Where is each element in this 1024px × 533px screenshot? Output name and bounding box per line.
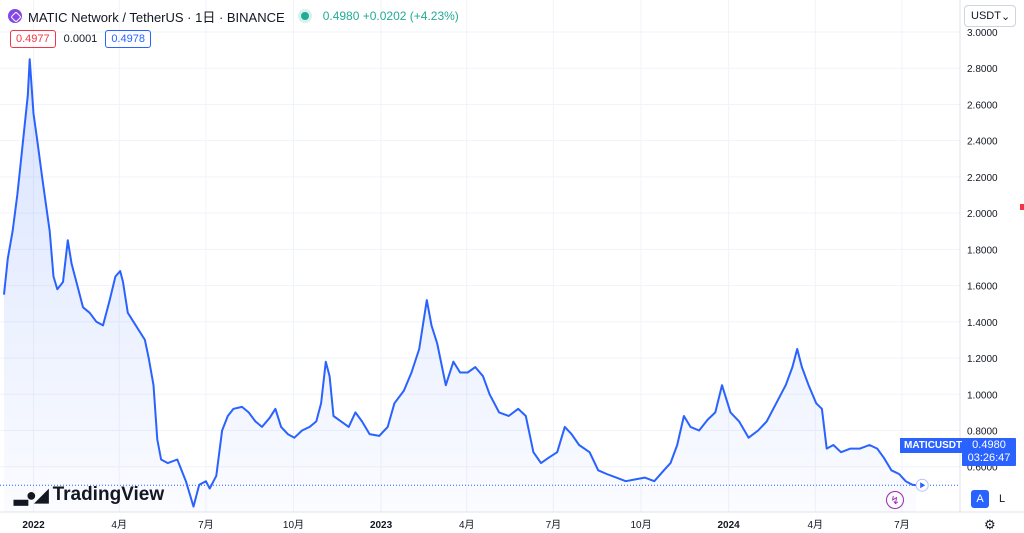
tradingview-logo[interactable]: ▂●◢ TradingView	[14, 484, 164, 506]
matic-coin-icon	[8, 9, 22, 23]
x-tick-label: 4月	[807, 519, 823, 531]
price-change: 0.4980 +0.0202 (+4.23%)	[322, 9, 459, 23]
y-tick-label: 2.0000	[967, 209, 998, 220]
y-tick-label: 1.6000	[967, 282, 998, 293]
y-tick-label: 2.6000	[967, 100, 998, 111]
price-area	[4, 59, 917, 512]
y-tick-label: 0.8000	[967, 426, 998, 437]
last-price-marker	[0, 478, 960, 492]
bid-ask-panel: 0.4977 0.0001 0.4978	[10, 30, 151, 48]
x-tick-label: 2024	[717, 520, 740, 531]
gear-icon[interactable]: ⚙	[984, 517, 996, 532]
sell-price-button[interactable]: 0.4977	[10, 30, 56, 48]
last-price-label: 0.4980 03:26:47	[962, 438, 1016, 466]
edge-marker	[1020, 204, 1024, 210]
symbol-price-label: MATICUSDT	[900, 438, 967, 453]
tradingview-mark-icon: ▂●◢	[14, 484, 49, 505]
x-tick-label: 7月	[198, 519, 214, 531]
bar-countdown: 03:26:47	[967, 452, 1011, 464]
x-tick-label: 4月	[459, 519, 475, 531]
y-tick-label: 2.4000	[967, 137, 998, 148]
y-tick-label: 3.0000	[967, 28, 998, 39]
price-area-fill	[4, 59, 917, 512]
y-axis[interactable]: 0.6000 0.8000 1.0000 1.2000 1.4000 1.6000 1.80…	[959, 0, 998, 512]
symbol-header[interactable]: MATIC Network / TetherUS · 1日 · BINANCE …	[8, 6, 459, 26]
lightning-icon[interactable]: ↯	[886, 491, 904, 509]
play-triangle	[920, 482, 926, 489]
x-tick-label: 7月	[894, 519, 910, 531]
y-tick-label: 1.2000	[967, 354, 998, 365]
y-tick-label: 0.6000	[967, 463, 998, 474]
last-price-value: 0.4980	[972, 439, 1006, 451]
buy-price-button[interactable]: 0.4978	[105, 30, 151, 48]
y-tick-label: 2.8000	[967, 64, 998, 75]
log-scale-button[interactable]: L	[998, 493, 1006, 505]
chevron-down-icon: ⌄	[1000, 10, 1011, 23]
currency-label: USDT	[971, 10, 1001, 22]
x-tick-label: 7月	[546, 519, 562, 531]
x-tick-label: 2023	[370, 520, 393, 531]
y-tick-label: 1.4000	[967, 318, 998, 329]
brand-name: TradingView	[52, 484, 165, 505]
y-tick-label: 1.8000	[967, 245, 998, 256]
symbol-title[interactable]: MATIC Network / TetherUS · 1日 · BINANCE	[28, 9, 285, 25]
market-open-icon	[300, 12, 309, 20]
x-tick-label: 4月	[111, 519, 127, 531]
auto-scale-button[interactable]: A	[971, 490, 989, 508]
x-axis[interactable]: 2022 4月 7月 10月 2023 4月 7月 10月 2024 4月 7月	[0, 511, 1024, 531]
price-line-group	[3, 58, 917, 508]
spread-value: 0.0001	[63, 33, 98, 45]
x-tick-label: 2022	[22, 520, 45, 531]
y-tick-label: 2.2000	[967, 173, 998, 184]
scale-buttons: A L	[971, 490, 1011, 508]
price-line[interactable]	[3, 58, 917, 508]
x-tick-label: 10月	[283, 519, 304, 531]
x-tick-label: 10月	[630, 519, 651, 531]
currency-select[interactable]: USDT ⌄	[964, 5, 1016, 27]
y-tick-label: 1.0000	[967, 390, 998, 401]
